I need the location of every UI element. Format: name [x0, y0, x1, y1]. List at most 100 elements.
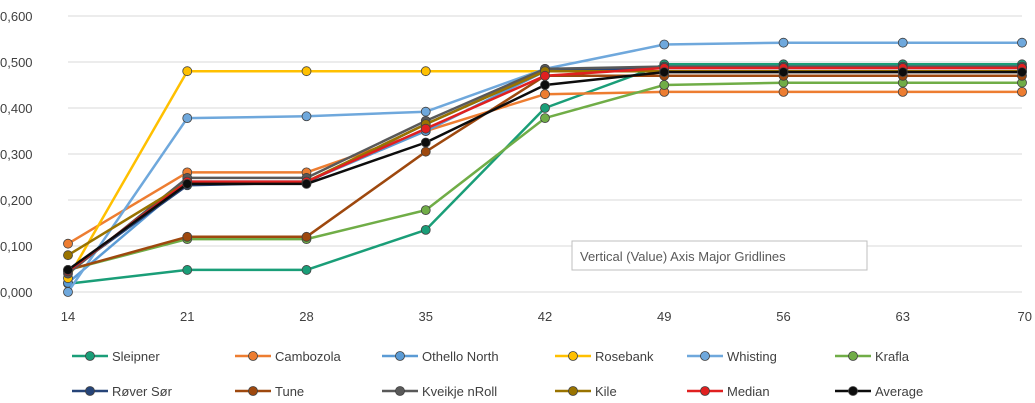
data-point	[301, 231, 312, 242]
legend-label: Kveikje nRoll	[422, 384, 497, 399]
data-point	[420, 205, 431, 216]
data-point	[1017, 67, 1027, 78]
data-point	[659, 39, 670, 50]
data-point	[182, 66, 193, 77]
x-tick-label: 56	[776, 309, 790, 324]
data-point	[182, 178, 193, 189]
data-point	[301, 66, 312, 77]
legend-item: Average	[835, 384, 923, 399]
series-rosebank	[63, 66, 1027, 284]
legend-swatch-marker	[568, 351, 578, 361]
data-point	[897, 67, 908, 78]
legend-label: Røver Sør	[112, 384, 173, 399]
legend-swatch-marker	[700, 351, 710, 361]
data-point	[301, 265, 312, 275]
legend-swatch-marker	[248, 351, 258, 361]
data-point	[778, 67, 789, 78]
data-point	[63, 265, 73, 275]
data-point	[63, 287, 73, 297]
x-tick-label: 70	[1018, 309, 1032, 324]
tooltip-box	[571, 240, 868, 271]
series-line	[66, 69, 1022, 279]
y-tick-label: 0,100	[0, 239, 33, 254]
y-tick-label: 0,500	[0, 55, 33, 70]
data-point	[182, 231, 193, 242]
tooltip-text: Vertical (Value) Axis Major Gridlines	[580, 249, 786, 264]
legend-item: Rosebank	[555, 349, 654, 364]
data-point	[540, 103, 550, 113]
legend-swatch-marker	[85, 386, 95, 396]
legend: Sleipner Cambozola Othello North Rosebank Wh…	[72, 349, 923, 399]
legend-item: Krafla	[835, 349, 910, 364]
data-point	[897, 37, 908, 48]
data-point	[659, 80, 670, 90]
y-tick-label: 0,000	[0, 285, 33, 300]
y-tick-label: 0,300	[0, 147, 33, 162]
data-point	[540, 89, 550, 100]
legend-label: Tune	[275, 384, 304, 399]
data-point	[659, 67, 670, 78]
data-point	[778, 87, 789, 97]
legend-item: Whisting	[687, 349, 777, 364]
legend-item: Tune	[235, 384, 304, 399]
legend-item: Median	[687, 384, 770, 399]
y-tick-label: 0,600	[0, 9, 33, 24]
data-point	[420, 137, 431, 148]
x-tick-label: 28	[299, 309, 313, 324]
legend-label: Average	[875, 384, 923, 399]
legend-swatch-marker	[85, 351, 95, 361]
x-tick-label: 63	[896, 309, 910, 324]
legend-swatch-marker	[395, 386, 405, 396]
data-point	[420, 123, 431, 134]
legend-swatch-marker	[848, 351, 858, 361]
legend-label: Sleipner	[112, 349, 160, 364]
legend-swatch-marker	[848, 386, 858, 396]
legend-label: Kile	[595, 384, 617, 399]
data-point	[63, 250, 73, 261]
data-point	[540, 70, 550, 81]
data-point	[420, 146, 431, 157]
x-tick-label: 21	[180, 309, 194, 324]
data-point	[778, 37, 789, 48]
legend-item: Røver Sør	[72, 384, 173, 399]
data-point	[1017, 87, 1027, 97]
x-tick-label: 14	[61, 309, 75, 324]
legend-swatch-marker	[395, 351, 405, 361]
data-point	[1017, 37, 1027, 48]
legend-swatch-marker	[568, 386, 578, 396]
legend-label: Rosebank	[595, 349, 654, 364]
data-point	[182, 113, 193, 124]
legend-label: Median	[727, 384, 770, 399]
data-point	[420, 106, 431, 117]
gridline-tooltip: Vertical (Value) Axis Major Gridlines	[571, 240, 868, 271]
legend-label: Cambozola	[275, 349, 342, 364]
data-point	[420, 66, 431, 77]
y-tick-label: 0,200	[0, 193, 33, 208]
data-point	[182, 265, 193, 275]
legend-item: Sleipner	[72, 349, 160, 364]
y-tick-label: 0,400	[0, 101, 33, 116]
legend-item: Cambozola	[235, 349, 342, 364]
legend-label: Othello North	[422, 349, 499, 364]
series-lines	[63, 37, 1027, 297]
x-tick-label: 42	[538, 309, 552, 324]
legend-item: Othello North	[382, 349, 499, 364]
legend-item: Kile	[555, 384, 617, 399]
data-point	[301, 178, 312, 189]
x-tick-label: 49	[657, 309, 671, 324]
data-point	[540, 113, 550, 124]
x-tick-label: 35	[419, 309, 433, 324]
data-point	[420, 224, 431, 235]
legend-swatch-marker	[700, 386, 710, 396]
data-point	[540, 80, 550, 90]
data-point	[301, 111, 312, 122]
legend-item: Kveikje nRoll	[382, 384, 497, 399]
legend-swatch-marker	[248, 386, 258, 396]
gridlines	[68, 15, 1022, 293]
data-point	[897, 87, 908, 97]
data-point	[63, 238, 73, 249]
legend-label: Krafla	[875, 349, 910, 364]
series-average	[63, 67, 1027, 275]
